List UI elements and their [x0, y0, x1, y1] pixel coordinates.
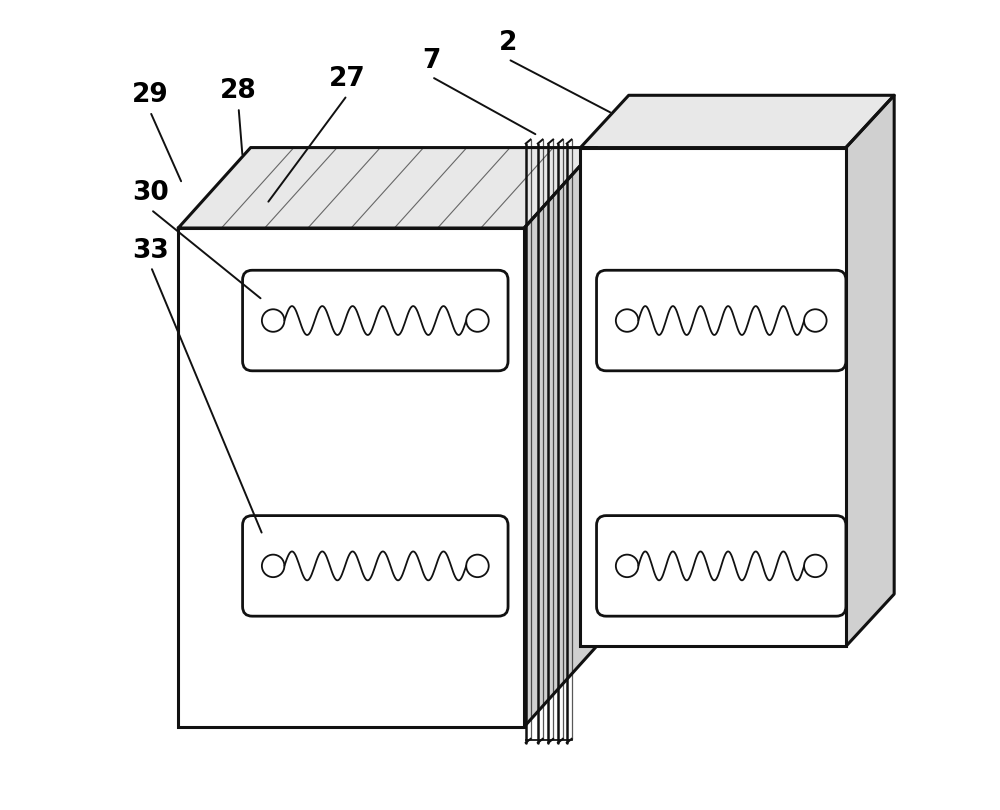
- FancyBboxPatch shape: [597, 271, 846, 371]
- Polygon shape: [524, 147, 597, 727]
- Text: 30: 30: [132, 181, 169, 207]
- FancyBboxPatch shape: [243, 516, 508, 616]
- Polygon shape: [580, 96, 894, 147]
- Text: 27: 27: [329, 66, 366, 92]
- FancyBboxPatch shape: [243, 271, 508, 371]
- Text: 33: 33: [132, 237, 169, 263]
- Text: 29: 29: [132, 83, 168, 109]
- Bar: [178, 228, 524, 727]
- FancyBboxPatch shape: [597, 516, 846, 616]
- Bar: [580, 147, 846, 646]
- Polygon shape: [846, 96, 894, 646]
- Text: 7: 7: [422, 48, 441, 74]
- Text: 28: 28: [220, 79, 257, 104]
- Polygon shape: [178, 147, 597, 228]
- Text: 2: 2: [499, 30, 517, 56]
